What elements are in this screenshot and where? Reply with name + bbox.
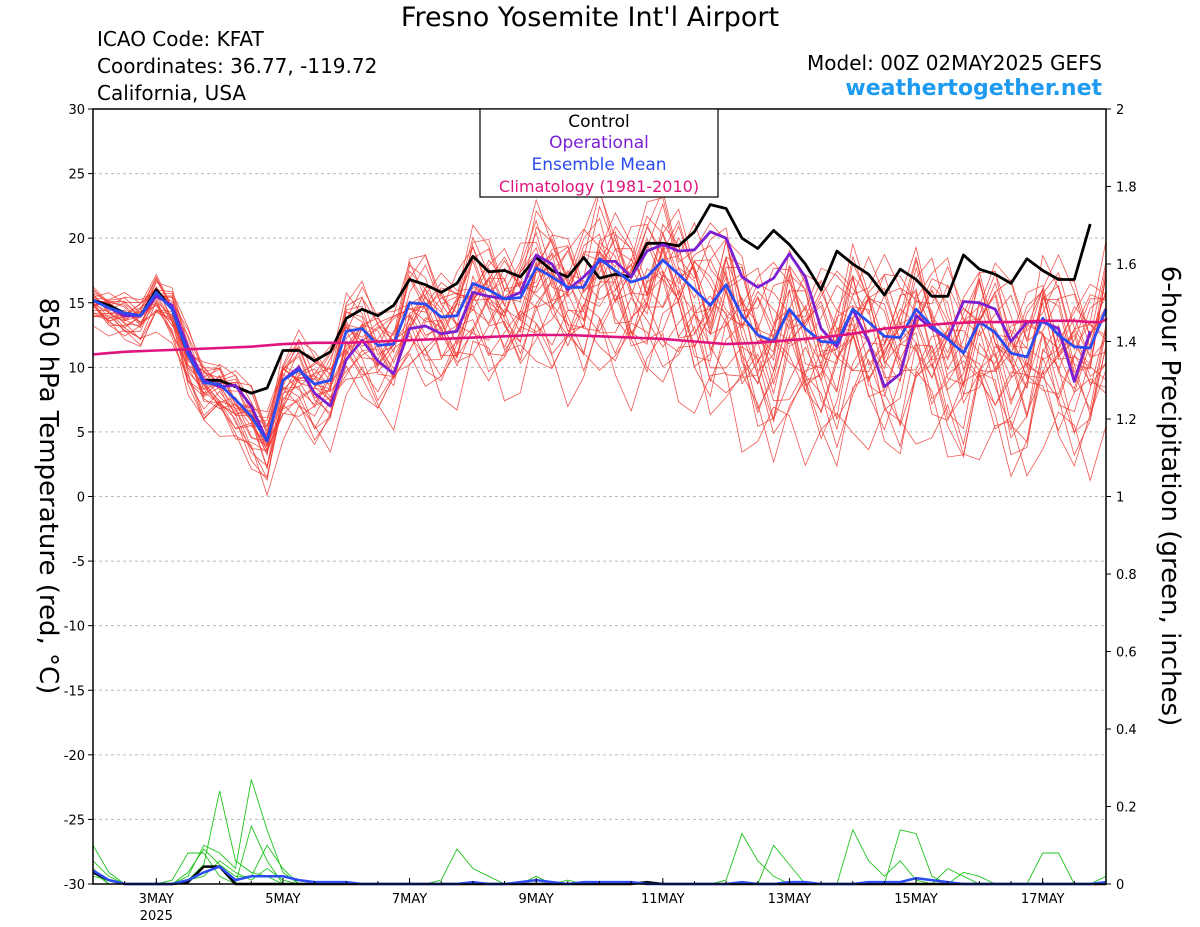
left-tick-label: 10	[68, 361, 85, 376]
left-tick-label: 5	[77, 426, 85, 441]
x-tick-label: 17MAY	[1021, 892, 1065, 907]
left-tick-label: 30	[68, 103, 85, 118]
ensemble-member-line	[92, 310, 1107, 482]
right-tick-label: 0.4	[1116, 723, 1137, 738]
ensemble-member-line	[92, 293, 1107, 453]
ensemble-member-line	[92, 270, 1107, 451]
operational-line	[92, 230, 1092, 443]
grid	[93, 173, 1106, 820]
left-tick-label: -5	[72, 555, 85, 570]
control-line	[92, 203, 1092, 395]
left-tick-label: -30	[64, 878, 85, 893]
legend-box	[479, 108, 719, 198]
precip-member-line	[92, 790, 1106, 885]
axes: 302520151050-5-10-15-20-25-3021.81.61.41…	[64, 103, 1137, 924]
precip-member-line	[92, 824, 1106, 885]
ensemble-member-line	[92, 297, 1107, 467]
ensemble-member-line	[92, 189, 1107, 433]
x-tick-label: 11MAY	[641, 892, 685, 907]
x-tick-label: 5MAY	[265, 892, 300, 907]
ensemble-member-line	[92, 317, 1107, 497]
x-tick-label: 15MAY	[894, 892, 938, 907]
site-link[interactable]: weathertogether.net	[845, 76, 1102, 101]
x-tick-label: 7MAY	[392, 892, 427, 907]
left-tick-label: 15	[68, 297, 85, 312]
climatology-line	[92, 318, 1108, 356]
legend-operational: Operational	[549, 133, 649, 153]
left-tick-label: -15	[64, 684, 85, 699]
ensemble-member-line	[92, 238, 1107, 428]
right-tick-label: 0	[1116, 878, 1124, 893]
right-tick-label: 1.2	[1116, 413, 1137, 428]
right-tick-label: 0.2	[1116, 801, 1137, 816]
x-tick-sublabel: 2025	[140, 909, 173, 924]
precip-member-line	[92, 779, 1106, 885]
left-axis-label: 850 hPa Temperature (red, °C)	[33, 298, 63, 695]
chart-title: Fresno Yosemite Int'l Airport	[400, 2, 780, 33]
coordinates: Coordinates: 36.77, -119.72	[97, 54, 378, 78]
right-tick-label: 1	[1116, 491, 1124, 506]
precipitation-lines	[92, 779, 1107, 886]
left-tick-label: -10	[64, 620, 85, 635]
model-run: Model: 00Z 02MAY2025 GEFS	[807, 51, 1102, 75]
x-tick-label: 3MAY	[139, 892, 174, 907]
ensemble-member-line	[92, 202, 1107, 437]
left-tick-label: 0	[77, 491, 85, 506]
ensemble-member-line	[92, 208, 1107, 413]
legend: Control Operational Ensemble Mean Climat…	[479, 108, 719, 198]
legend-mean: Ensemble Mean	[531, 155, 666, 175]
left-tick-label: 25	[68, 168, 85, 183]
right-axis-label: 6-hour Precipitation (green, inches)	[1155, 266, 1185, 726]
ensemble-mean-line	[92, 257, 1108, 443]
ensemble-member-line	[92, 289, 1107, 452]
ensemble-members	[92, 187, 1107, 497]
region: California, USA	[97, 81, 247, 105]
left-tick-label: -20	[64, 749, 85, 764]
icao-code: ICAO Code: KFAT	[97, 27, 264, 51]
right-tick-label: 0.6	[1116, 646, 1137, 661]
x-tick-label: 9MAY	[519, 892, 554, 907]
ensemble-member-line	[92, 308, 1107, 478]
left-tick-label: 20	[68, 232, 85, 247]
right-tick-label: 1.8	[1116, 181, 1137, 196]
right-tick-label: 1.6	[1116, 258, 1137, 273]
temperature-series	[92, 203, 1108, 443]
x-tick-label: 13MAY	[768, 892, 812, 907]
left-tick-label: -25	[64, 813, 85, 828]
right-tick-label: 0.8	[1116, 568, 1137, 583]
right-tick-label: 1.4	[1116, 336, 1137, 351]
ensemble-member-line	[92, 263, 1107, 442]
legend-control: Control	[568, 112, 629, 132]
right-tick-label: 2	[1116, 103, 1124, 118]
legend-climatology: Climatology (1981-2010)	[499, 177, 699, 196]
precip-member-line	[92, 828, 1106, 885]
